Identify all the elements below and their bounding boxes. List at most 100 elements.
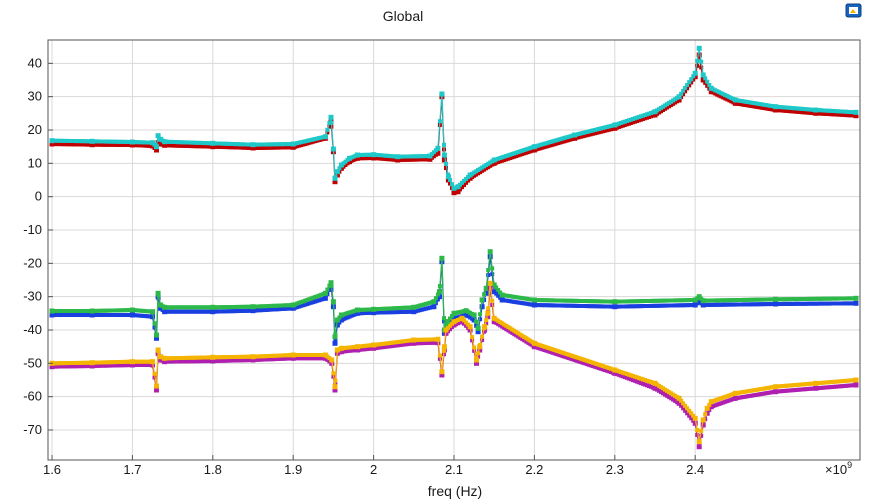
data-point-marker — [725, 97, 730, 102]
x-tick-label: 2 — [370, 462, 377, 477]
data-point — [332, 175, 338, 181]
data-point-marker — [825, 112, 830, 116]
data-point — [162, 142, 168, 148]
data-point-marker — [136, 140, 141, 145]
data-point — [676, 94, 682, 100]
data-point-marker — [642, 382, 647, 387]
data-point-marker — [319, 135, 324, 140]
data-point-marker — [116, 313, 121, 317]
data-point-marker — [116, 363, 121, 368]
data-point-marker — [419, 341, 424, 346]
data-point — [773, 296, 779, 302]
data-point — [431, 304, 437, 310]
data-point-marker — [562, 139, 567, 144]
data-point — [491, 289, 497, 295]
data-point — [700, 417, 706, 423]
data-point-marker — [419, 157, 424, 162]
y-tick-label: -10 — [23, 222, 42, 237]
data-point-marker — [399, 342, 404, 347]
data-point-marker — [805, 110, 810, 115]
series-2 — [49, 45, 859, 191]
data-point-marker — [96, 308, 101, 313]
data-point — [676, 97, 682, 103]
data-point — [692, 302, 698, 308]
data-point-marker — [683, 408, 688, 413]
data-point-marker — [319, 353, 324, 357]
data-point-marker — [279, 142, 284, 147]
data-point — [355, 307, 360, 313]
data-point-marker — [703, 412, 708, 417]
data-point — [439, 369, 445, 375]
data-point — [129, 307, 135, 313]
data-point-marker — [56, 364, 60, 369]
data-point-marker — [687, 413, 692, 418]
data-point-marker — [152, 321, 157, 326]
data-point — [427, 156, 433, 162]
data-point-marker — [399, 310, 404, 314]
data-point-marker — [279, 356, 284, 361]
data-point-marker — [259, 308, 263, 313]
data-point — [491, 319, 497, 325]
data-point — [704, 405, 710, 411]
data-point-marker — [259, 145, 263, 150]
data-point-marker — [56, 313, 60, 317]
data-point — [89, 360, 95, 366]
data-point-marker — [470, 338, 475, 343]
data-point-marker — [707, 83, 712, 87]
data-point-marker — [522, 296, 527, 301]
data-point — [411, 309, 417, 315]
data-point-marker — [486, 306, 491, 311]
data-point — [158, 357, 164, 363]
data-point-marker — [76, 142, 81, 147]
data-point-marker — [805, 387, 810, 391]
data-point-marker — [602, 299, 607, 304]
data-point-marker — [845, 301, 850, 306]
data-point-marker — [522, 338, 527, 343]
image-export-button[interactable] — [845, 3, 863, 19]
data-point — [210, 358, 216, 364]
data-point — [150, 359, 155, 365]
data-point — [395, 157, 401, 163]
data-point — [451, 315, 457, 321]
data-point-marker — [691, 74, 696, 79]
x-multiplier-base: ×10 — [825, 462, 847, 477]
data-point — [371, 306, 377, 312]
data-point-marker — [705, 79, 710, 84]
data-point-marker — [542, 344, 547, 349]
data-point-marker — [805, 382, 810, 386]
data-point-marker — [333, 331, 338, 336]
data-point-marker — [444, 323, 448, 328]
data-point-marker — [665, 303, 669, 308]
data-point-marker — [707, 403, 712, 407]
data-point-marker — [765, 106, 770, 111]
data-point — [338, 317, 344, 323]
y-tick-label: -20 — [23, 255, 42, 270]
grid — [48, 40, 860, 460]
data-point — [773, 104, 779, 110]
data-point-marker — [464, 320, 469, 325]
data-point-marker — [442, 316, 446, 321]
data-point — [129, 142, 135, 148]
image-export-icon — [845, 3, 862, 18]
data-point — [487, 280, 493, 286]
data-point-marker — [435, 292, 440, 297]
data-point — [441, 152, 447, 158]
data-point — [482, 324, 488, 330]
data-point — [475, 325, 481, 331]
data-point-marker — [56, 309, 60, 313]
data-point-marker — [464, 180, 469, 185]
data-point-marker — [442, 348, 446, 353]
data-point-marker — [622, 299, 627, 304]
data-point-marker — [472, 348, 477, 353]
data-point — [250, 145, 256, 151]
data-point-marker — [152, 371, 157, 376]
data-point — [475, 329, 481, 335]
data-point-marker — [699, 65, 704, 70]
data-point-marker — [176, 305, 181, 310]
data-point-marker — [582, 358, 587, 362]
data-point — [250, 357, 256, 363]
data-point — [290, 144, 296, 150]
data-point — [572, 135, 578, 141]
data-point-marker — [379, 342, 384, 346]
data-point — [129, 139, 135, 145]
